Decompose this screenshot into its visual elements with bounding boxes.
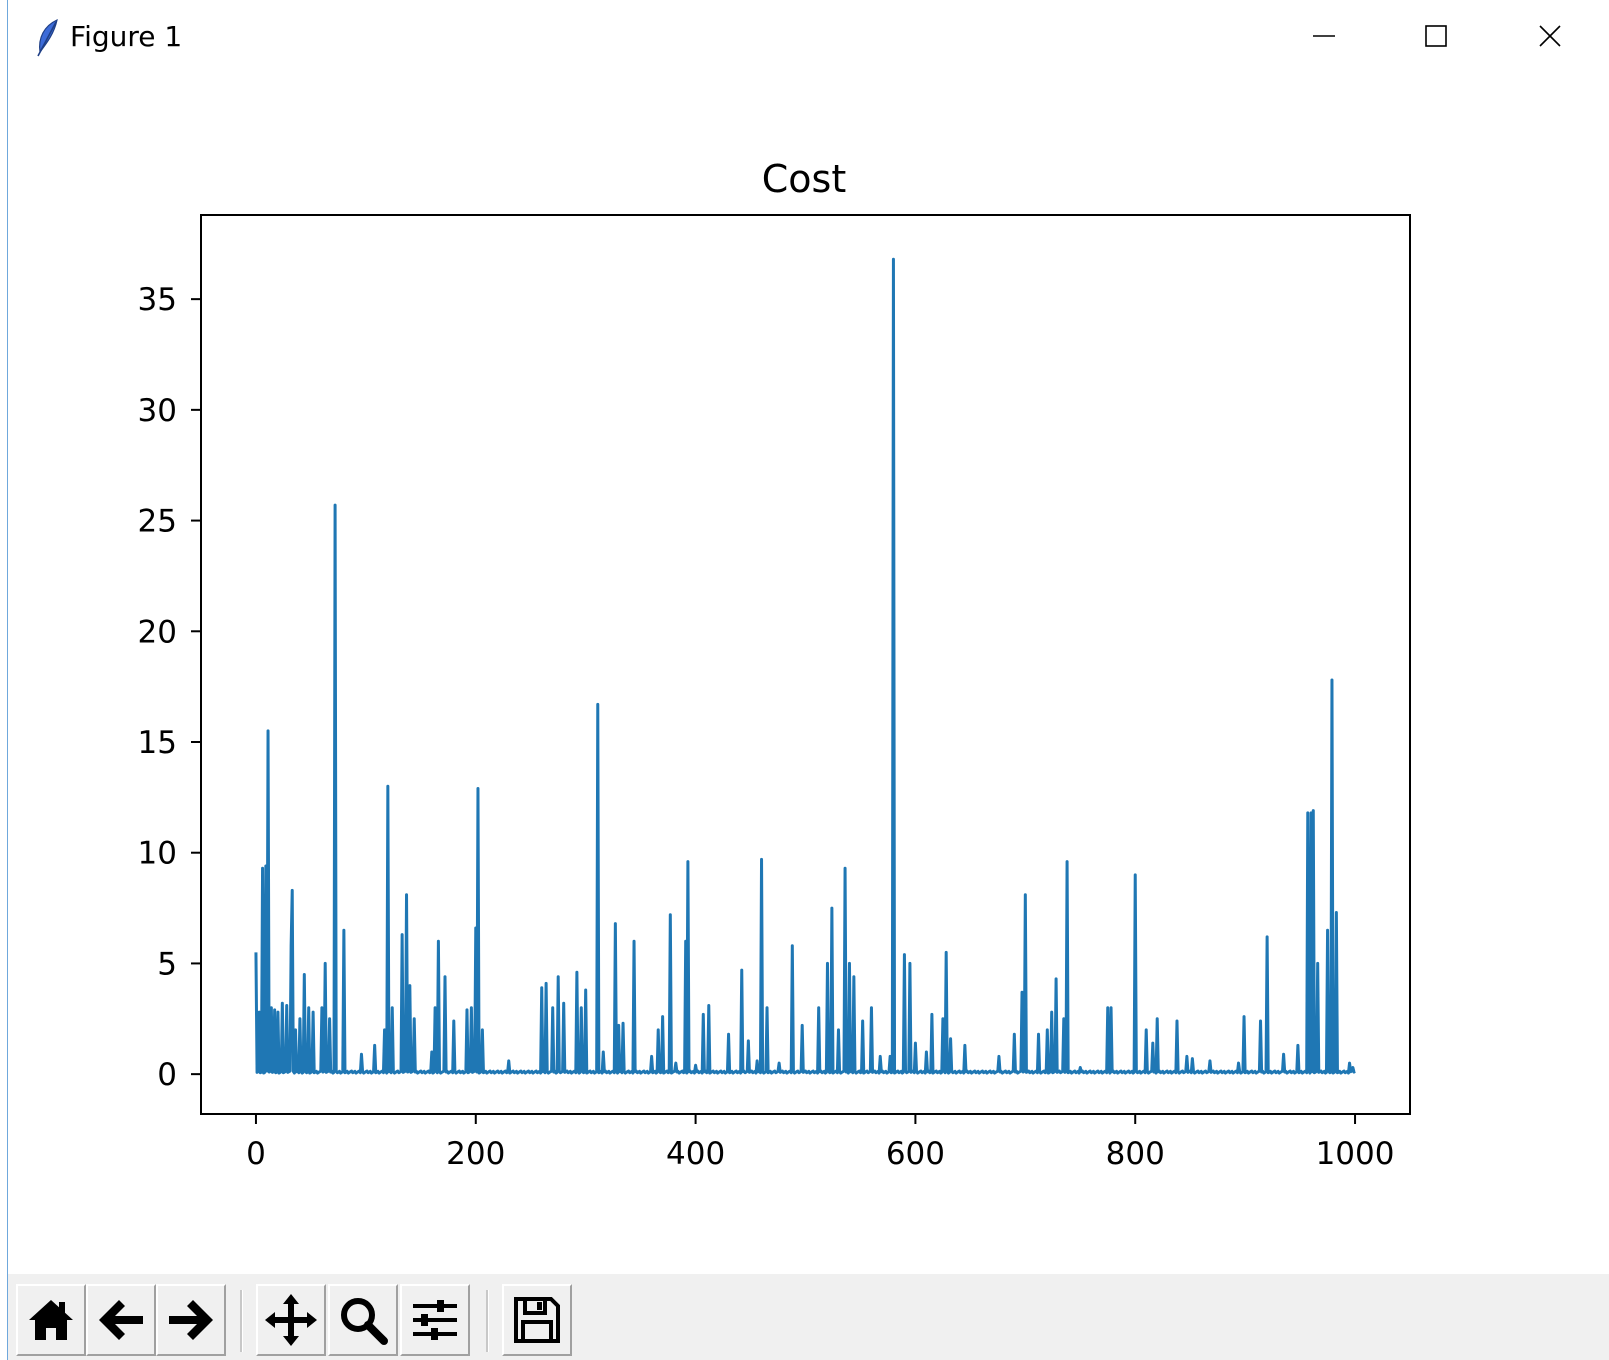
window-title: Figure 1 [70,20,183,53]
x-tick-label: 0 [246,1136,266,1172]
y-tick-label: 10 [138,836,177,872]
back-arrow-icon [99,1300,143,1340]
y-tick-label: 5 [157,946,177,982]
x-tick-label: 400 [666,1136,725,1172]
toolbar-separator [486,1290,489,1352]
y-axis-ticks: 0 5 10 15 20 25 30 35 [138,282,201,1093]
x-axis-ticks: 0 200 400 600 800 1000 [246,1114,1394,1172]
feather-icon [32,18,62,58]
configure-subplots-button[interactable] [400,1284,470,1356]
minimize-button[interactable] [1268,0,1380,72]
axes-frame [200,214,1411,1115]
x-tick-label: 800 [1106,1136,1165,1172]
configure-subplots-icon [413,1300,457,1340]
maximize-button[interactable] [1380,0,1492,72]
window-left-edge [0,0,8,1360]
forward-arrow-icon [169,1300,213,1340]
forward-button[interactable] [156,1284,226,1356]
cost-chart: Cost 0 5 10 15 20 25 30 35 0 200 400 600 800 1000 [138,157,1411,1172]
minimize-icon [1313,35,1335,37]
y-tick-label: 15 [138,725,177,761]
pan-icon [265,1294,317,1346]
title-bar[interactable]: Figure 1 [8,0,1609,76]
y-tick-label: 30 [138,393,177,429]
x-tick-label: 1000 [1316,1136,1395,1172]
pan-button[interactable] [256,1284,326,1356]
maximize-icon [1425,25,1447,47]
toolbar-separator [240,1290,243,1352]
home-icon [29,1300,73,1340]
save-icon [514,1297,560,1343]
home-button[interactable] [16,1284,86,1356]
x-tick-label: 600 [886,1136,945,1172]
close-button[interactable] [1494,0,1606,72]
x-tick-label: 200 [446,1136,505,1172]
chart-title: Cost [762,157,846,201]
back-button[interactable] [86,1284,156,1356]
save-button[interactable] [502,1284,572,1356]
close-icon [1539,25,1561,47]
zoom-icon [341,1298,388,1345]
navigation-toolbar [8,1274,1609,1360]
y-tick-label: 0 [157,1057,177,1093]
y-tick-label: 20 [138,614,177,650]
series-line-cost [254,257,1356,1075]
y-tick-label: 35 [138,282,177,318]
y-tick-label: 25 [138,504,177,540]
figure-canvas[interactable]: Cost 0 5 10 15 20 25 30 35 0 200 400 600 800 1000 [8,76,1609,1266]
zoom-button[interactable] [328,1284,398,1356]
